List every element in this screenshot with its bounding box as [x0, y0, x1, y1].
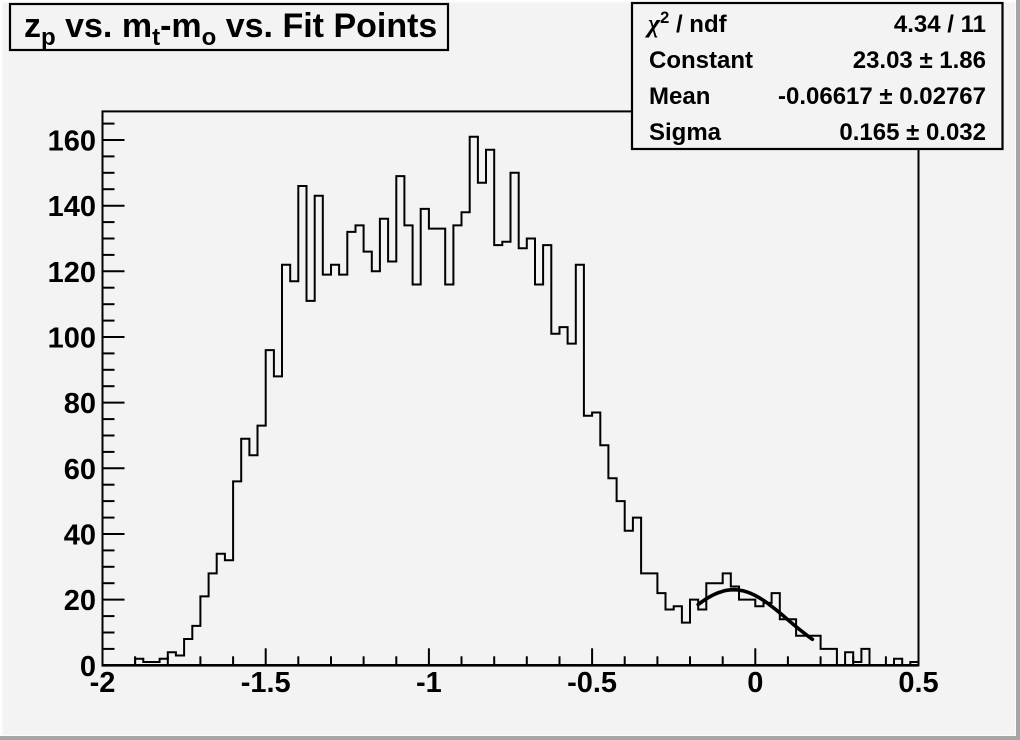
svg-text:4.34 / 11: 4.34 / 11: [894, 11, 986, 38]
svg-text:0: 0: [80, 651, 96, 683]
svg-text:Mean: Mean: [649, 83, 710, 110]
svg-text:140: 140: [48, 191, 96, 223]
svg-text:zp vs. mt-mo vs. Fit Points: zp vs. mt-mo vs. Fit Points: [24, 7, 437, 51]
svg-text:0.5: 0.5: [898, 667, 938, 699]
svg-text:-1: -1: [416, 667, 442, 699]
svg-text:40: 40: [64, 520, 96, 552]
svg-text:Sigma: Sigma: [649, 119, 722, 146]
svg-text:-1.5: -1.5: [241, 667, 291, 699]
svg-text:0.165 ± 0.032: 0.165 ± 0.032: [839, 119, 986, 146]
svg-text:160: 160: [48, 126, 96, 158]
svg-text:20: 20: [64, 585, 96, 617]
svg-text:-0.06617 ± 0.02767: -0.06617 ± 0.02767: [778, 83, 986, 110]
svg-text:-2: -2: [90, 667, 116, 699]
svg-text:80: 80: [64, 388, 96, 420]
svg-text:-0.5: -0.5: [567, 667, 617, 699]
svg-text:χ2 / ndf: χ2 / ndf: [645, 9, 728, 38]
svg-text:23.03 ± 1.86: 23.03 ± 1.86: [853, 47, 986, 74]
svg-text:60: 60: [64, 454, 96, 486]
svg-text:100: 100: [48, 323, 96, 355]
svg-text:0: 0: [747, 667, 763, 699]
svg-text:120: 120: [48, 257, 96, 289]
svg-text:Constant: Constant: [649, 47, 753, 74]
